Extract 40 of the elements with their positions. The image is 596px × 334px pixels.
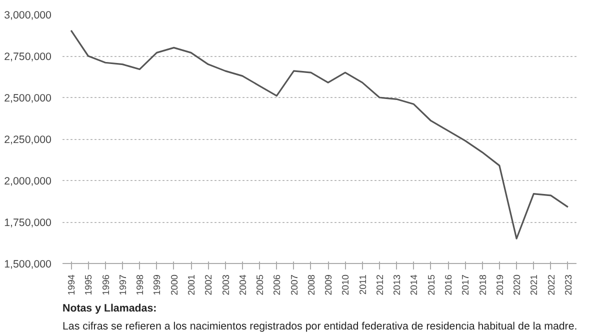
- x-tick-label: 2005: [255, 274, 266, 296]
- x-tick-label: 2015: [426, 274, 436, 296]
- x-tick-label: 2007: [289, 274, 300, 296]
- x-tick-label: 2012: [374, 274, 385, 296]
- x-tick-label: 1994: [66, 274, 77, 296]
- y-tick-label: 1,500,000: [4, 258, 52, 270]
- x-tick-label: 2011: [358, 274, 368, 295]
- x-tick-label: 1995: [84, 274, 94, 296]
- x-tick-label: 2016: [444, 274, 454, 296]
- x-tick-label: 2022: [546, 274, 556, 296]
- x-tick-label: 2019: [494, 274, 505, 296]
- y-tick-label: 3,000,000: [4, 10, 52, 22]
- x-tick-label: 2017: [460, 274, 471, 296]
- x-tick-label: 2013: [392, 274, 402, 296]
- x-tick-label: 2001: [186, 274, 196, 296]
- x-tick-label: 1996: [100, 274, 111, 296]
- x-tick-label: 1998: [135, 274, 146, 296]
- line-series: [70, 30, 569, 240]
- x-tick-label: 1999: [152, 274, 162, 296]
- y-tick-label: 2,250,000: [4, 134, 52, 146]
- x-tick-label: 2006: [272, 274, 282, 296]
- text: Notas y Llamadas:: [62, 302, 157, 314]
- x-tick-label: 2004: [238, 274, 248, 296]
- text: Las cifras se refieren a los nacimientos registrados por entidad federativa de residencia habitual de la madre.: [62, 320, 578, 332]
- x-tick-label: 2010: [340, 274, 351, 296]
- x-tick-label: 2002: [204, 274, 214, 296]
- x-tick-label: 2000: [169, 274, 180, 296]
- x-tick-label: 2009: [324, 274, 334, 296]
- x-tick-label: 2020: [512, 274, 522, 296]
- x-tick-label: 2003: [220, 274, 231, 296]
- x-tick-label: 1997: [118, 274, 128, 296]
- x-tick-label: 2014: [409, 274, 420, 296]
- x-tick-label: 2023: [563, 274, 574, 296]
- y-tick-label: 1,750,000: [4, 217, 52, 229]
- x-tick-label: 2021: [529, 274, 540, 296]
- x-tick-label: 2018: [478, 274, 488, 296]
- y-tick-label: 2,500,000: [4, 92, 52, 104]
- x-tick-label: 2008: [306, 274, 316, 296]
- y-tick-label: 2,750,000: [4, 51, 52, 63]
- y-tick-label: 2,000,000: [4, 176, 52, 188]
